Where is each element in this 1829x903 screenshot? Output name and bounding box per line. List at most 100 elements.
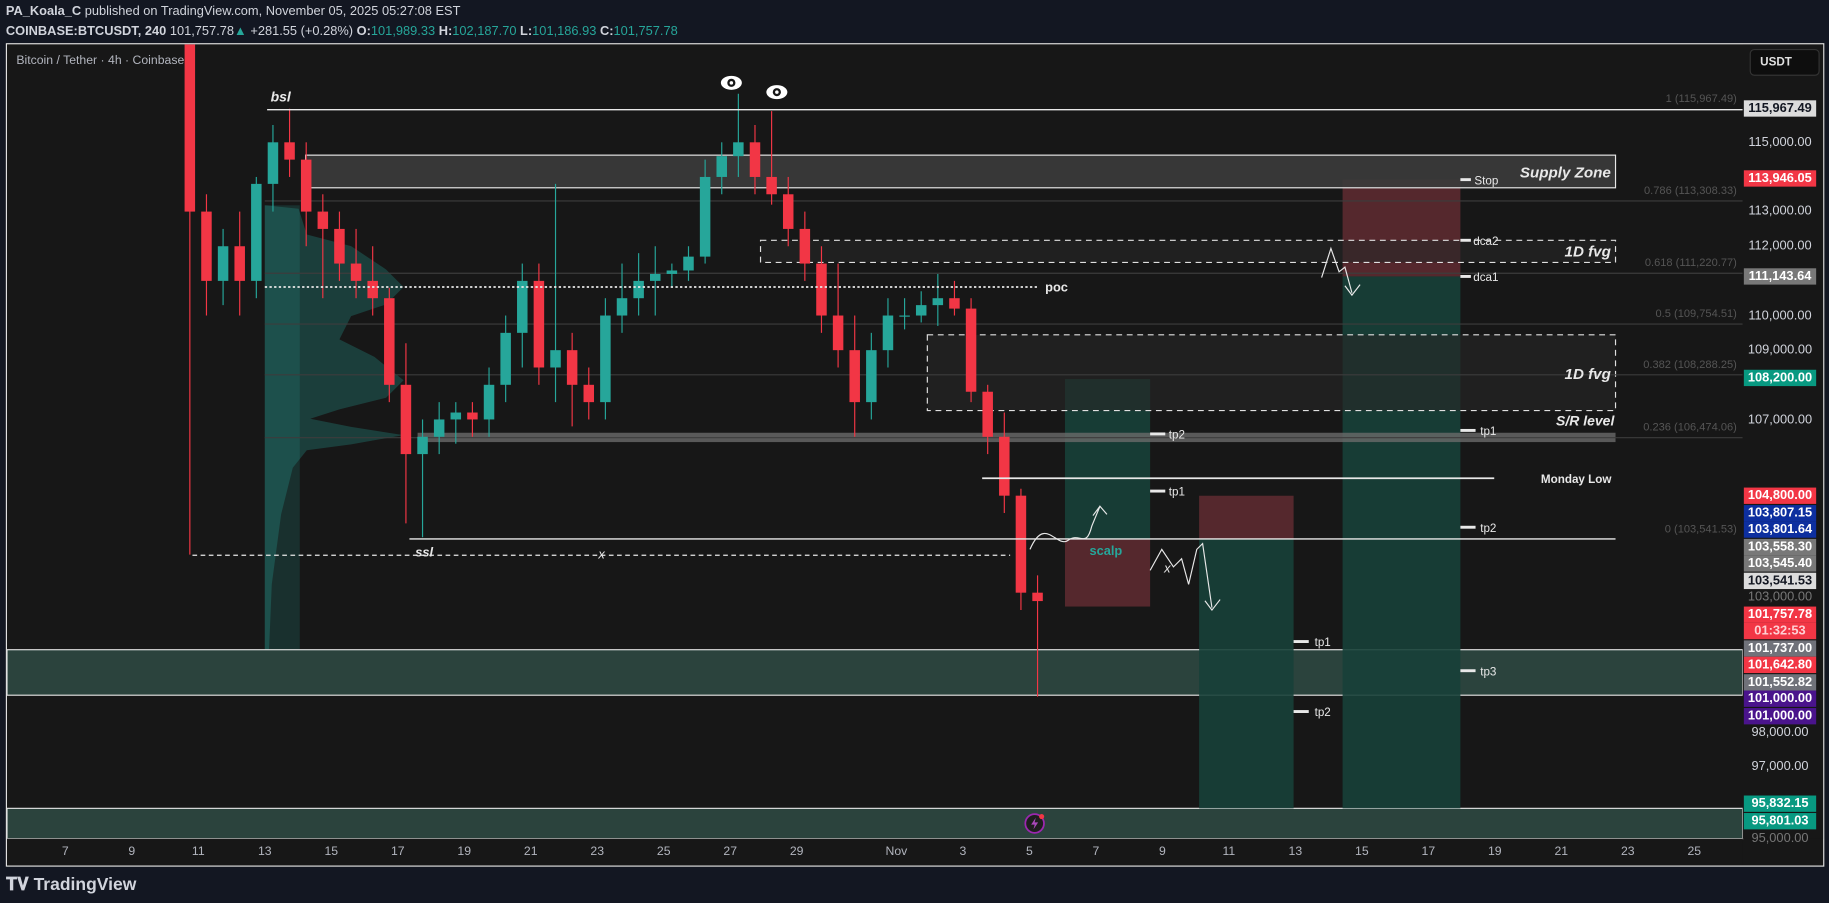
price-axis-label: 104,800.00 <box>1743 487 1817 504</box>
time-axis-bg[interactable] <box>6 838 1743 866</box>
sr-level-label: S/R level <box>1556 413 1615 429</box>
candle-body <box>733 142 744 157</box>
lightning-icon[interactable] <box>1024 813 1045 834</box>
price-axis-label: 95,801.03 <box>1743 813 1817 830</box>
time-axis-label: 11 <box>191 844 205 859</box>
time-axis-label: 19 <box>457 844 472 859</box>
price-axis-label: 101,737.00 <box>1743 640 1817 657</box>
low-value: 101,186.93 <box>532 24 597 39</box>
scalp-risk-box <box>1064 538 1151 607</box>
candle-body <box>483 384 495 420</box>
fvg-upper[interactable] <box>759 239 1617 264</box>
dca1-label: dca1 <box>1473 271 1498 284</box>
candle-body <box>699 176 711 257</box>
candle-body <box>201 211 212 281</box>
price-axis-label: 103,545.40 <box>1743 555 1817 572</box>
supply-zone[interactable] <box>305 154 1617 189</box>
candle-body <box>500 332 511 385</box>
candle-body <box>317 211 329 229</box>
open-value: 101,989.33 <box>370 24 436 39</box>
price-axis-label: 107,000.00 <box>1747 412 1813 427</box>
fib-label: 0.618 (111,220.77) <box>1645 257 1737 269</box>
time-axis-label: 17 <box>1421 844 1436 859</box>
price-axis-label: 115,967.49 <box>1743 100 1817 117</box>
time-axis-label: 13 <box>257 844 272 859</box>
x-mark-2: x <box>1163 561 1171 576</box>
scalp-label: scalp <box>1089 543 1122 558</box>
price-axis-label: 103,558.30 <box>1743 538 1817 555</box>
candle-body <box>517 280 528 333</box>
price-chart[interactable]: 1 (115,967.49) 0.786 (113,308.33) 0.618 (1… <box>6 44 1824 866</box>
time-axis-label: 15 <box>1355 844 1369 859</box>
price-axis-label: 101,757.78 <box>1743 606 1817 623</box>
short2-tp2-label: tp2 <box>1315 706 1331 719</box>
short3-tp1-label: tp1 <box>1480 425 1496 438</box>
candle-body <box>367 280 378 299</box>
candle-body <box>799 228 811 264</box>
candle-body <box>650 273 661 281</box>
publish-line: PA_Koala_C published on TradingView.com,… <box>6 5 461 19</box>
candle-body <box>882 315 894 351</box>
short2-reward-box <box>1199 538 1294 809</box>
candle-body <box>583 384 595 403</box>
time-axis-label: 29 <box>789 844 804 859</box>
candle-body <box>251 183 262 281</box>
open-label: O: <box>356 24 371 39</box>
ssl-label: ssl <box>415 544 433 559</box>
published-text: published on TradingView.com, November 0… <box>84 4 461 19</box>
time-axis-label: 17 <box>390 844 405 859</box>
price-axis-label: 103,801.64 <box>1743 521 1817 539</box>
price-axis-label: 101,000.00 <box>1743 690 1817 708</box>
price-axis-label: 111,143.64 <box>1743 267 1817 285</box>
ohlc-line: COINBASE:BTCUSDT, 240 101,757.78▲ +281.5… <box>6 24 678 38</box>
candle-body <box>234 246 245 281</box>
candle-body <box>467 412 478 420</box>
candle-body <box>932 298 944 306</box>
time-axis-label: 27 <box>723 844 738 859</box>
tradingview-logo[interactable]: 𝐓𝐕 TradingView <box>6 875 136 895</box>
candle-body <box>600 315 611 403</box>
x-mark-1: x <box>597 547 605 562</box>
low-label: L: <box>520 24 533 39</box>
candle-body <box>284 142 295 160</box>
candle-body <box>749 142 761 177</box>
short3-tp3-label: tp3 <box>1480 665 1496 678</box>
short2-tp1-label: tp1 <box>1315 636 1331 649</box>
time-axis-label: 7 <box>61 844 69 859</box>
time-axis-label: 15 <box>324 844 339 859</box>
symbol-legend[interactable]: Bitcoin / Tether · 4h · Coinbase <box>16 53 185 68</box>
price-axis-label: 97,000.00 <box>1751 758 1809 773</box>
candle-body <box>766 176 777 195</box>
price-axis-label: 115,000.00 <box>1748 135 1812 150</box>
dca2-label: dca2 <box>1473 235 1498 248</box>
price-axis-label: 101,000.00 <box>1743 707 1817 725</box>
tv-mark-icon: 𝐓𝐕 <box>5 874 34 895</box>
volume-profile-va <box>264 205 300 696</box>
time-axis-label: 9 <box>1158 844 1166 859</box>
fvg-lower[interactable] <box>926 334 1617 412</box>
price-axis-label: 98,000.00 <box>1751 725 1809 740</box>
candle-body <box>999 436 1010 496</box>
time-axis-label: 11 <box>1222 844 1236 859</box>
fvg-lower-label: 1D fvg <box>1565 366 1611 383</box>
price-axis-label: 112,000.00 <box>1748 239 1812 254</box>
candle-body <box>915 305 927 316</box>
time-axis-label: 5 <box>1025 844 1033 859</box>
candle-body <box>184 44 196 212</box>
chart-panel[interactable]: 1 (115,967.49) 0.786 (113,308.33) 0.618 (1… <box>5 43 1825 867</box>
scalp-tp1-label: tp1 <box>1169 486 1185 499</box>
author[interactable]: PA_Koala_C <box>5 4 82 19</box>
candle-body <box>832 315 844 351</box>
candle-body <box>716 156 727 177</box>
scalp-path-arrow <box>1029 505 1108 550</box>
fib-label: 1 (115,967.49) <box>1666 93 1737 105</box>
candle-body <box>816 263 827 316</box>
time-axis-label: 23 <box>1620 844 1635 859</box>
short3-tp2-label: tp2 <box>1480 522 1496 535</box>
candle-body <box>384 298 395 385</box>
currency-button[interactable]: USDT <box>1749 48 1820 76</box>
close-label: C: <box>599 24 614 39</box>
high-label: H: <box>438 24 453 39</box>
candle-body <box>982 391 993 437</box>
up-arrow-icon: ▲ <box>234 24 247 39</box>
